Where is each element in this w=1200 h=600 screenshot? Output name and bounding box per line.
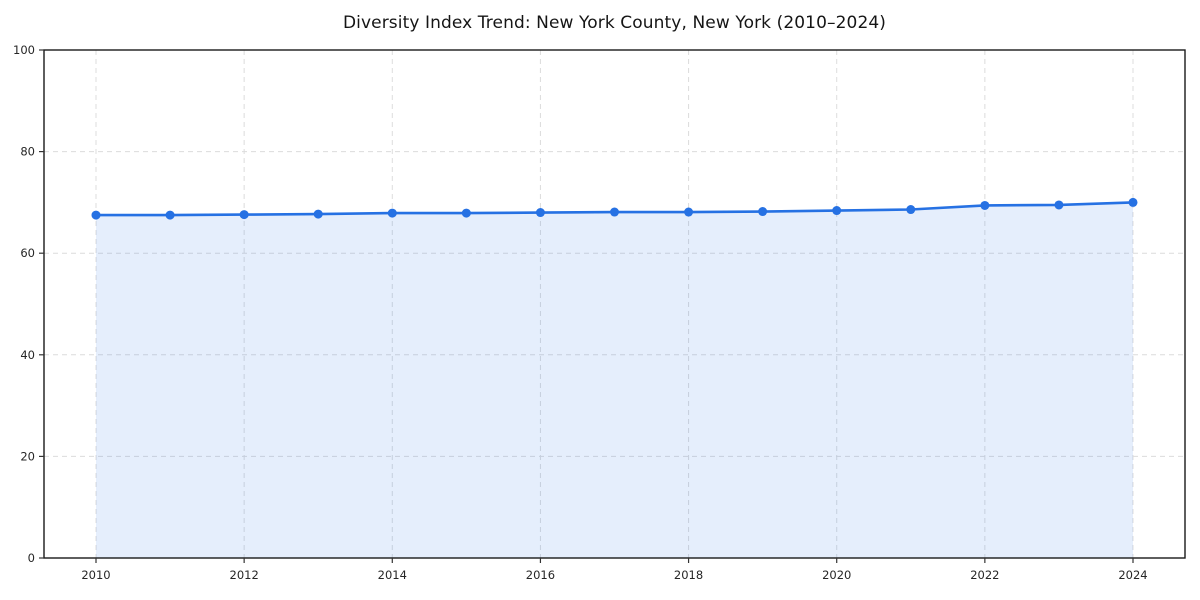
x-tick-label: 2016 (526, 568, 555, 582)
y-tick-label: 80 (20, 145, 35, 159)
chart-title: Diversity Index Trend: New York County, … (342, 13, 887, 33)
data-point (980, 200, 990, 210)
data-point (239, 210, 249, 220)
data-point (1054, 200, 1064, 210)
data-point (906, 205, 916, 215)
data-point (91, 210, 101, 220)
data-point (461, 208, 471, 218)
y-tick-label: 100 (13, 43, 35, 57)
data-point (610, 207, 619, 217)
data-point (758, 207, 768, 217)
data-point (684, 207, 694, 217)
data-point (1128, 197, 1138, 207)
area-fill (96, 202, 1133, 558)
x-tick-label: 2012 (230, 568, 259, 582)
data-point (387, 208, 397, 218)
y-tick-label: 60 (20, 246, 35, 260)
x-tick-label: 2024 (1118, 568, 1147, 582)
y-tick-label: 40 (20, 348, 35, 362)
data-point (832, 206, 842, 216)
plot-border (43, 49, 1186, 559)
x-tick-label: 2010 (81, 568, 110, 582)
y-tick-label: 20 (20, 449, 35, 463)
data-point (313, 209, 323, 219)
data-point (535, 208, 545, 218)
x-tick-label: 2018 (674, 568, 703, 582)
x-tick-label: 2020 (822, 568, 851, 582)
x-tick-label: 2014 (378, 568, 407, 582)
data-point (165, 210, 175, 220)
x-tick-label: 2022 (970, 568, 999, 582)
y-tick-label: 0 (28, 551, 35, 565)
